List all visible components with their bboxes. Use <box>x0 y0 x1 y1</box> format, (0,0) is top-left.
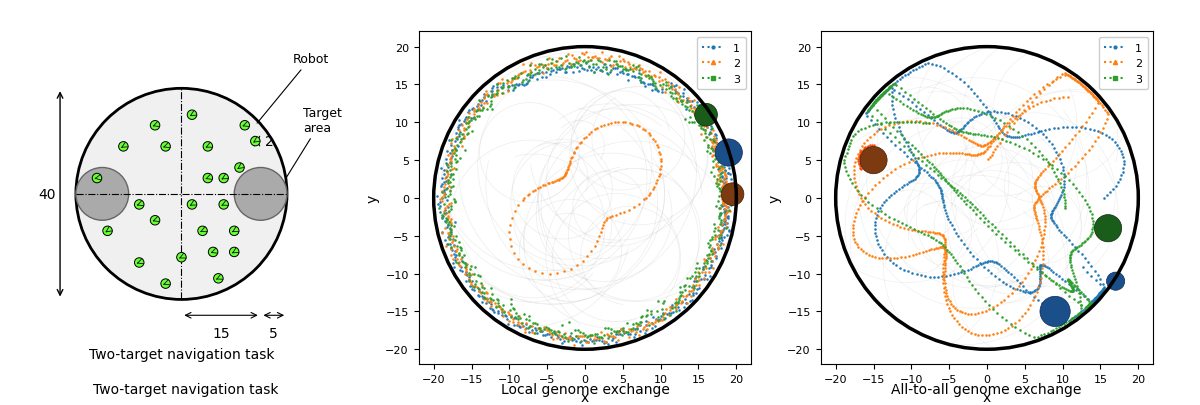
Circle shape <box>203 174 212 183</box>
Text: 2: 2 <box>265 135 274 149</box>
Circle shape <box>209 247 218 257</box>
Y-axis label: y: y <box>366 194 379 202</box>
Circle shape <box>1106 273 1124 290</box>
Text: Two-target navigation task: Two-target navigation task <box>89 347 274 361</box>
Circle shape <box>251 137 260 147</box>
Circle shape <box>1094 215 1122 242</box>
Circle shape <box>715 140 743 167</box>
Circle shape <box>1040 296 1070 327</box>
Circle shape <box>218 174 228 183</box>
Circle shape <box>229 247 239 257</box>
Circle shape <box>150 121 160 131</box>
Text: 15: 15 <box>212 326 230 340</box>
Circle shape <box>187 111 197 120</box>
Circle shape <box>76 89 287 300</box>
Circle shape <box>234 168 287 221</box>
Circle shape <box>203 142 212 152</box>
Circle shape <box>92 174 102 183</box>
Text: Two-target navigation task: Two-target navigation task <box>94 382 278 396</box>
Circle shape <box>134 258 144 268</box>
Circle shape <box>134 200 144 210</box>
X-axis label: x: x <box>983 390 991 404</box>
Circle shape <box>76 168 128 221</box>
Circle shape <box>150 216 160 226</box>
Text: 40: 40 <box>38 188 55 201</box>
X-axis label: x: x <box>581 390 589 404</box>
Text: Target
area: Target area <box>286 106 342 179</box>
Legend: 1, 2, 3: 1, 2, 3 <box>1098 38 1148 90</box>
Text: 5: 5 <box>270 326 278 340</box>
Circle shape <box>721 183 744 206</box>
Y-axis label: y: y <box>768 194 781 202</box>
Circle shape <box>119 142 128 152</box>
Text: Local genome exchange: Local genome exchange <box>502 382 670 396</box>
Legend: 1, 2, 3: 1, 2, 3 <box>696 38 746 90</box>
Circle shape <box>176 253 186 262</box>
Circle shape <box>161 142 170 152</box>
Circle shape <box>161 279 170 289</box>
Circle shape <box>218 200 228 210</box>
Circle shape <box>229 226 239 236</box>
Circle shape <box>214 274 223 284</box>
Circle shape <box>695 104 718 127</box>
Circle shape <box>240 121 250 131</box>
Text: Robot: Robot <box>257 53 329 124</box>
Circle shape <box>187 200 197 210</box>
Circle shape <box>860 147 887 174</box>
Circle shape <box>198 226 208 236</box>
Text: All-to-all genome exchange: All-to-all genome exchange <box>892 382 1081 396</box>
Circle shape <box>235 163 245 173</box>
Circle shape <box>103 226 113 236</box>
